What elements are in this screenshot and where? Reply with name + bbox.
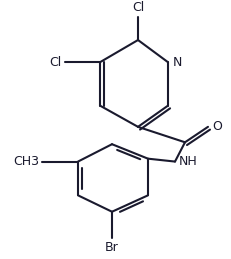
Text: N: N xyxy=(173,56,182,69)
Text: Br: Br xyxy=(105,241,119,254)
Text: Cl: Cl xyxy=(49,56,61,69)
Text: NH: NH xyxy=(179,155,198,168)
Text: O: O xyxy=(212,120,222,133)
Text: Cl: Cl xyxy=(132,1,144,14)
Text: CH3: CH3 xyxy=(13,155,39,168)
